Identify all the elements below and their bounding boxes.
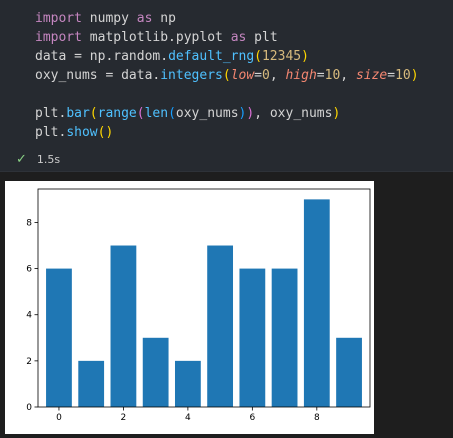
code-token: ) — [238, 106, 247, 121]
code-editor[interactable]: import numpy as np import matplotlib.pypl… — [35, 9, 419, 142]
code-token: ( — [168, 106, 176, 121]
code-token: numpy — [81, 11, 137, 26]
output-divider — [0, 171, 453, 172]
y-tick-label-4: 4 — [26, 311, 32, 321]
code-token: 0 — [262, 68, 270, 83]
code-token: ) — [410, 68, 419, 83]
code-token: as — [136, 11, 153, 26]
check-icon: ✓ — [16, 151, 27, 167]
bar-7 — [271, 268, 298, 407]
code-token: show — [66, 125, 98, 140]
code-token: ( — [254, 49, 262, 64]
code-token: size — [355, 68, 388, 83]
code-token: matplotlib.pyplot — [81, 30, 231, 45]
code-token: ( — [136, 106, 145, 121]
code-token: oxy_nums = data. — [35, 68, 161, 83]
y-tick-label-0: 0 — [26, 403, 32, 413]
code-token: = — [387, 68, 396, 83]
code-token: low — [230, 68, 255, 83]
code-token: 12345 — [261, 49, 302, 64]
code-line[interactable]: import matplotlib.pyplot as plt — [35, 28, 419, 47]
code-token: as — [230, 30, 247, 45]
code-line[interactable]: plt.show() — [35, 123, 419, 142]
x-tick-label-8: 8 — [314, 413, 320, 423]
code-token: ) — [246, 106, 255, 121]
bar-8 — [303, 199, 330, 407]
x-tick-label-6: 6 — [249, 413, 255, 423]
code-token: len — [144, 106, 169, 121]
code-token: = — [316, 68, 325, 83]
code-token: default_rng — [168, 49, 255, 64]
execution-status: ✓ 1.5s — [16, 150, 60, 168]
bar-4 — [174, 360, 201, 407]
y-tick-label-6: 6 — [26, 265, 32, 275]
code-token: ( — [89, 106, 98, 121]
code-token: ) — [301, 49, 309, 64]
bar-5 — [207, 245, 234, 407]
bar-3 — [142, 337, 169, 407]
bar-6 — [239, 268, 266, 407]
code-token: () — [97, 125, 114, 140]
x-tick-label-0: 0 — [56, 413, 62, 423]
bar-1 — [78, 360, 105, 407]
code-cell[interactable]: import numpy as np import matplotlib.pypl… — [0, 0, 453, 171]
code-token: range — [97, 106, 137, 121]
code-token: , — [340, 68, 356, 83]
code-token: bar — [66, 106, 90, 121]
x-tick-label-4: 4 — [185, 413, 191, 423]
plot-output: 0 2 4 6 8 0 2 4 6 8 — [5, 181, 374, 434]
code-token: oxy_nums — [175, 106, 239, 121]
code-token: integers — [160, 68, 223, 83]
code-token: , oxy_nums — [254, 106, 333, 121]
bar-2 — [110, 245, 137, 407]
code-token: high — [285, 68, 317, 83]
y-tick-label-8: 8 — [26, 218, 32, 228]
code-line[interactable] — [35, 85, 419, 104]
code-token: ) — [332, 106, 341, 121]
axes-frame — [37, 188, 371, 408]
bar-0 — [46, 268, 72, 407]
code-token: 10 — [324, 68, 341, 83]
code-line[interactable]: plt.bar(range(len(oxy_nums)), oxy_nums) — [35, 104, 419, 123]
code-token: plt. — [35, 106, 67, 121]
code-line[interactable]: data = np.random.default_rng(12345) — [35, 47, 419, 66]
bar-chart: 0 2 4 6 8 0 2 4 6 8 — [26, 188, 371, 423]
code-token: plt — [246, 30, 278, 45]
bar-9 — [336, 337, 362, 407]
y-tick-label-2: 2 — [26, 357, 32, 367]
code-token: import — [35, 30, 82, 45]
x-tick-label-2: 2 — [121, 413, 127, 423]
code-token: data = np.random. — [35, 49, 169, 64]
execution-duration: 1.5s — [36, 152, 61, 166]
code-token: plt. — [35, 125, 67, 140]
code-token: = — [254, 68, 262, 83]
code-token: , — [269, 68, 286, 83]
code-token: import — [35, 11, 82, 26]
code-token: 10 — [395, 68, 411, 83]
code-line[interactable]: import numpy as np — [35, 9, 419, 28]
code-token: np — [152, 11, 176, 26]
code-line[interactable]: oxy_nums = data.integers(low=0, high=10,… — [35, 66, 419, 85]
code-token: ( — [222, 68, 231, 83]
